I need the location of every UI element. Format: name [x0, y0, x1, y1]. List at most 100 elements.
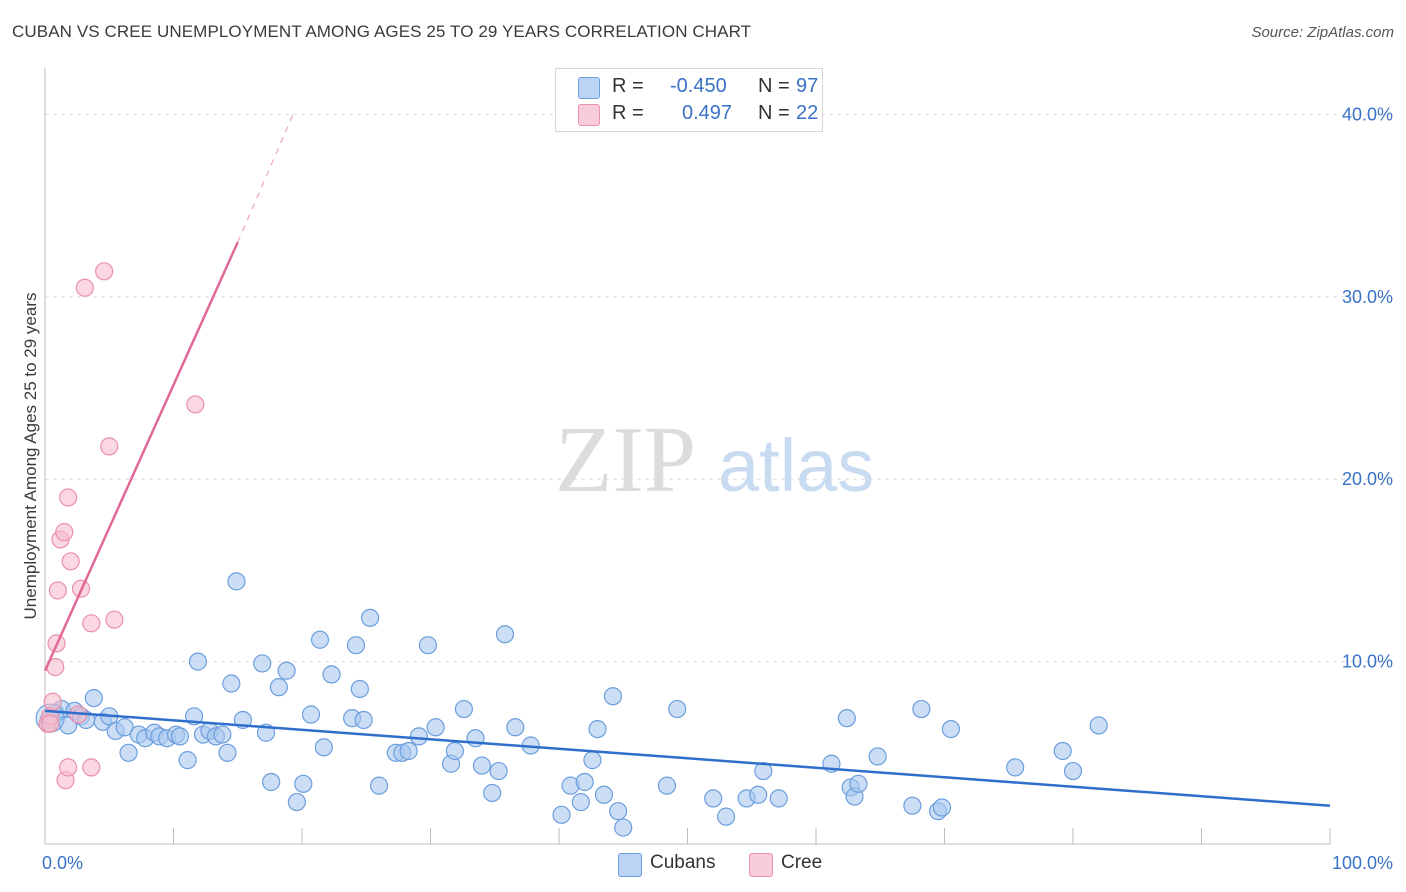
cubans-point — [346, 636, 366, 655]
cree-point — [100, 437, 119, 456]
cubans-point — [588, 719, 607, 739]
x-tick-label-min: 0.0% — [42, 853, 83, 873]
gridlines — [45, 113, 1390, 663]
x-tick-label-max: 100.0% — [1332, 853, 1393, 873]
r-value-cubans: -0.450 — [670, 75, 727, 97]
cree-trend-line — [43, 241, 239, 672]
cubans-point — [253, 654, 272, 673]
cree-legend-swatch — [749, 853, 773, 877]
correlation-legend: R = -0.450 N = 97 R = 0.497 N = 22 — [555, 68, 823, 132]
y-axis-label: Unemployment Among Ages 25 to 29 years — [21, 293, 40, 620]
cubans-point — [188, 652, 208, 671]
watermark: ZIP atlas — [555, 408, 874, 512]
series-cubans-points — [35, 572, 1108, 837]
cubans-point — [454, 699, 474, 719]
cubans-point — [668, 699, 687, 719]
cubans-point — [716, 807, 736, 826]
cubans-point — [603, 687, 623, 706]
cubans-point — [399, 741, 418, 761]
cubans-point — [277, 661, 296, 680]
n-label: N = — [758, 102, 790, 124]
cree-point — [61, 552, 80, 571]
cubans-point — [361, 608, 380, 627]
cubans-point — [269, 678, 288, 697]
cubans-trend-line — [44, 709, 1331, 807]
cubans-point — [222, 674, 241, 693]
cubans-point — [418, 636, 438, 655]
n-label: N = — [758, 75, 790, 97]
cubans-point — [594, 785, 614, 804]
cubans-point — [704, 789, 723, 808]
cubans-point — [575, 772, 594, 792]
cubans-point — [170, 727, 190, 746]
cubans-point — [749, 785, 768, 804]
n-value-cubans: 97 — [796, 75, 819, 97]
cree-point — [105, 610, 124, 629]
cree-point — [82, 758, 101, 777]
cubans-point — [912, 699, 931, 719]
y-tick-label: 30.0% — [1342, 287, 1393, 307]
cubans-point — [552, 805, 571, 824]
cubans-point — [1053, 741, 1072, 761]
cubans-point — [583, 751, 602, 770]
cubans-point — [932, 798, 952, 817]
cree-trend-extension — [237, 114, 294, 243]
cubans-point — [868, 747, 887, 766]
cree-point — [82, 614, 101, 633]
y-tick-label: 40.0% — [1342, 104, 1393, 124]
cubans-point — [354, 710, 373, 730]
cree-point — [43, 692, 62, 711]
cubans-point — [84, 688, 103, 708]
cree-point — [55, 523, 74, 542]
watermark-zip: ZIP — [555, 408, 696, 512]
cubans-point — [769, 789, 788, 808]
cubans-point — [1006, 758, 1025, 777]
cubans-point — [1063, 761, 1083, 781]
cubans-point — [213, 725, 232, 744]
cubans-point — [754, 761, 773, 781]
r-label: R = — [612, 75, 644, 97]
cubans-point — [483, 783, 502, 803]
cubans-point — [609, 802, 628, 821]
source-label: Source: ZipAtlas.com — [1251, 24, 1394, 41]
trend-lines — [43, 114, 1331, 807]
cree-point — [95, 262, 114, 281]
cubans-point — [506, 718, 525, 737]
cubans-point — [903, 796, 922, 815]
cubans-point — [941, 719, 961, 739]
cubans-legend-label: Cubans — [650, 852, 716, 873]
cubans-point — [287, 792, 306, 812]
cubans-point — [614, 818, 633, 837]
cubans-legend-swatch — [618, 853, 642, 877]
cree-point — [59, 488, 78, 507]
cubans-point — [350, 679, 369, 699]
cubans-point — [314, 738, 333, 757]
cubans-point — [294, 774, 313, 793]
cubans-point — [409, 727, 429, 746]
cubans-point — [119, 743, 138, 762]
cubans-point — [1089, 716, 1108, 735]
r-label: R = — [612, 102, 644, 124]
cree-point — [59, 758, 78, 777]
chart-title: CUBAN VS CREE UNEMPLOYMENT AMONG AGES 25… — [12, 22, 752, 41]
cubans-point — [571, 792, 590, 812]
cree-point — [41, 714, 60, 733]
cubans-point — [495, 625, 515, 644]
cubans-point — [370, 776, 389, 795]
cubans-point — [849, 774, 868, 793]
cree-swatch — [578, 104, 600, 126]
cubans-point — [489, 761, 508, 781]
cubans-point — [178, 751, 197, 770]
cubans-point — [218, 743, 237, 762]
cubans-point — [310, 630, 330, 649]
n-value-cree: 22 — [796, 102, 819, 124]
tick-labels: 10.0% 20.0% 30.0% 40.0% 0.0% 100.0% — [42, 104, 1393, 873]
cree-legend-label: Cree — [781, 852, 823, 873]
cree-point — [75, 278, 94, 297]
cubans-point — [227, 572, 246, 591]
y-tick-label: 20.0% — [1342, 469, 1393, 489]
cubans-point — [115, 718, 134, 737]
cree-point — [48, 581, 67, 600]
cubans-point — [322, 665, 341, 684]
